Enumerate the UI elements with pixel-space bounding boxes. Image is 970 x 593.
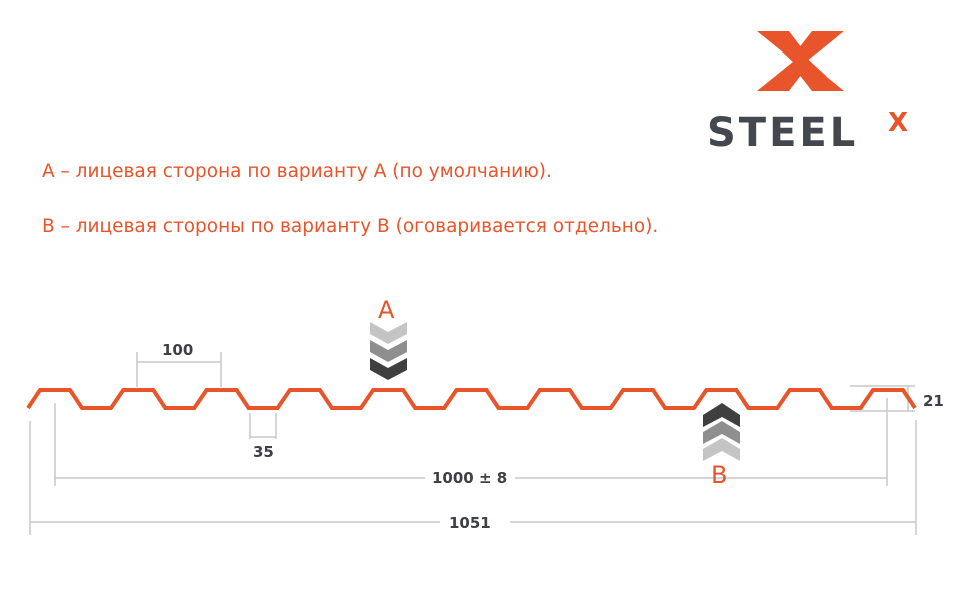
dim-total-width: 1051 bbox=[449, 514, 491, 532]
face-b-label: B bbox=[711, 461, 727, 489]
face-b-arrow-icon bbox=[703, 403, 740, 461]
logo-x-mark bbox=[757, 31, 844, 91]
logo-superscript: X bbox=[888, 108, 908, 138]
dimension-lines bbox=[29, 352, 917, 535]
face-a-label: A bbox=[378, 296, 395, 324]
dim-height: 21 bbox=[923, 392, 944, 410]
face-a-arrow-icon bbox=[370, 322, 407, 380]
note-b: В – лицевая стороны по варианту В (огова… bbox=[42, 216, 659, 237]
dim-pitch: 100 bbox=[162, 341, 193, 359]
sheet-profile bbox=[26, 388, 917, 410]
note-a: А – лицевая сторона по варианту А (по ум… bbox=[42, 161, 552, 182]
steelx-logo: STEEL X bbox=[707, 31, 908, 156]
dim-useful-width: 1000 ± 8 bbox=[432, 469, 507, 487]
logo-text: STEEL bbox=[707, 110, 858, 156]
dim-trough: 35 bbox=[253, 443, 274, 461]
